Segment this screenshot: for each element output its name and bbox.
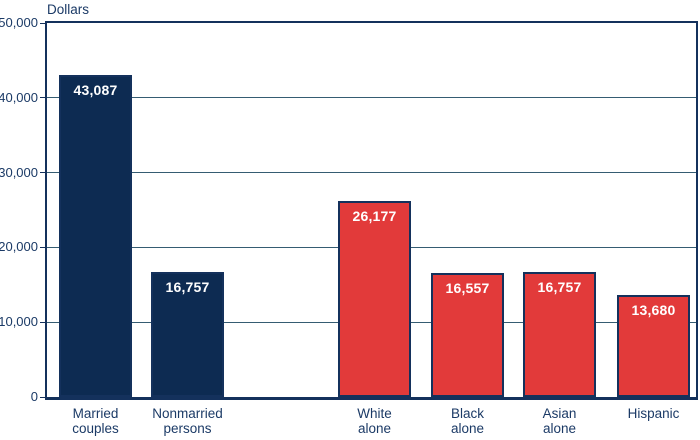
y-axis-title: Dollars: [47, 2, 90, 17]
x-tick-label-white-alone: White alone: [357, 406, 392, 436]
bar-value-label-nonmarried-persons: 16,757: [165, 278, 210, 295]
bar-hispanic: 13,680: [617, 294, 690, 397]
bar-value-label-black-alone: 16,557: [445, 280, 490, 297]
y-tick-mark-20,000: [40, 246, 45, 248]
x-tick-label-nonmarried-persons: Nonmarried persons: [152, 406, 223, 436]
bar-black-alone: 16,557: [431, 273, 504, 397]
y-tick-label-50,000: 50,000: [0, 15, 38, 30]
bar-white-alone: 26,177: [338, 201, 411, 397]
bar-nonmarried-persons: 16,757: [151, 271, 224, 397]
y-tick-mark-50,000: [40, 22, 45, 24]
x-tick-label-black-alone: Black alone: [450, 406, 485, 436]
bar-value-label-hispanic: 13,680: [631, 301, 676, 318]
y-tick-mark-10,000: [40, 321, 45, 323]
y-tick-label-20,000: 20,000: [0, 239, 38, 255]
bar-married-couples: 43,087: [59, 74, 132, 397]
plot-inner: 43,087 16,757 26,177 16,557 16,757 13,680: [47, 23, 696, 397]
bar-value-label-asian-alone: 16,757: [537, 278, 582, 295]
y-tick-label-40,000: 40,000: [0, 89, 38, 105]
bar-value-label-married-couples: 43,087: [73, 81, 118, 98]
y-tick-mark-40,000: [40, 97, 45, 99]
y-tick-label-30,000: 30,000: [0, 164, 38, 180]
gridline-40,000: [47, 97, 696, 99]
x-tick-label-married-couples: Married couples: [72, 406, 119, 436]
bar-asian-alone: 16,757: [523, 271, 596, 397]
gridline-30,000: [47, 172, 696, 174]
y-tick-label-10,000: 10,000: [0, 314, 38, 330]
y-tick-mark-0: [40, 396, 45, 398]
x-tick-label-asian-alone: Asian alone: [542, 406, 577, 436]
x-tick-label-hispanic: Hispanic: [627, 406, 680, 421]
y-tick-mark-30,000: [40, 172, 45, 174]
bar-value-label-white-alone: 26,177: [352, 208, 397, 225]
plot-area: 43,087 16,757 26,177 16,557 16,757 13,680: [45, 21, 698, 400]
y-tick-label-0: 0: [30, 389, 38, 404]
